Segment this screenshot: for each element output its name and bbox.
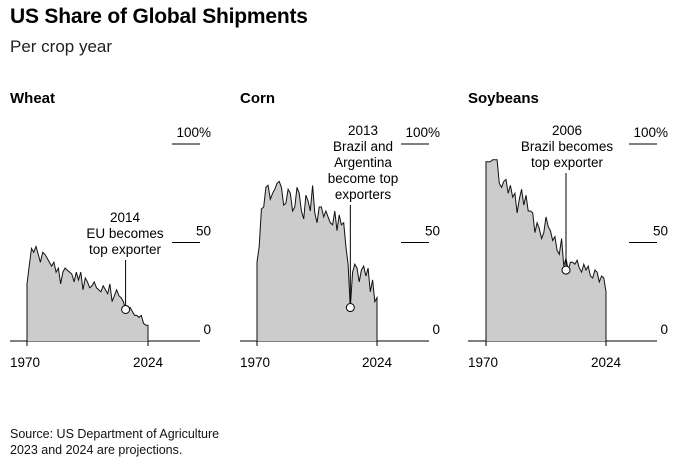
soybeans-y-tick-label: 100%: [633, 125, 668, 140]
wheat-annotation-text: EU becomes: [86, 226, 164, 241]
wheat-area: [27, 246, 148, 341]
corn-annotation-text: 2013: [348, 123, 378, 138]
panel-title-wheat: Wheat: [10, 90, 55, 107]
corn-y-tick-label: 0: [432, 322, 440, 337]
wheat-annotation-marker: [121, 304, 131, 314]
corn-annotation-text: Argentina: [334, 155, 392, 170]
wheat-y-tick-label: 0: [203, 322, 211, 337]
corn-annotation-text: exporters: [335, 187, 392, 202]
soybeans-y-tick-label: 50: [653, 224, 668, 239]
chart-title: US Share of Global Shipments: [10, 5, 308, 28]
corn-series-line: [256, 180, 378, 341]
corn-area: [257, 181, 377, 341]
soybeans-area: [486, 159, 606, 341]
soybeans-x-tick-label: 1970: [468, 355, 498, 370]
corn-annotation-text: become top: [328, 171, 399, 186]
panel-title-soybeans: Soybeans: [468, 90, 539, 107]
panel-title-corn: Corn: [240, 90, 275, 107]
wheat-y-tick-label: 50: [196, 224, 211, 239]
corn-y-tick-label: 100%: [405, 125, 440, 140]
soybeans-annotation-marker: [561, 265, 571, 275]
soybeans-series-line: [485, 159, 607, 341]
soybeans-annotation-text: Brazil becomes: [521, 139, 614, 154]
wheat-x-tick-label: 2024: [133, 355, 164, 370]
corn-y-tick-label: 50: [425, 224, 440, 239]
soybeans-x-tick-label: 2024: [591, 355, 622, 370]
corn-annotation-text: Brazil and: [333, 139, 393, 154]
soybeans-annotation-text: top exporter: [531, 155, 604, 170]
corn-annotation-marker: [345, 303, 355, 313]
projection-note: 2023 and 2024 are projections.: [10, 443, 183, 457]
soybeans-y-tick-label: 0: [660, 322, 668, 337]
wheat-y-tick-label: 100%: [176, 125, 211, 140]
wheat-x-tick-label: 1970: [10, 355, 40, 370]
source-note: Source: US Department of Agriculture: [10, 427, 220, 441]
chart-subtitle: Per crop year: [10, 37, 113, 56]
corn-x-tick-label: 2024: [362, 355, 393, 370]
wheat-annotation-text: top exporter: [89, 242, 162, 257]
wheat-annotation-text: 2014: [110, 210, 141, 225]
soybeans-annotation-text: 2006: [552, 123, 582, 138]
corn-x-tick-label: 1970: [240, 355, 270, 370]
